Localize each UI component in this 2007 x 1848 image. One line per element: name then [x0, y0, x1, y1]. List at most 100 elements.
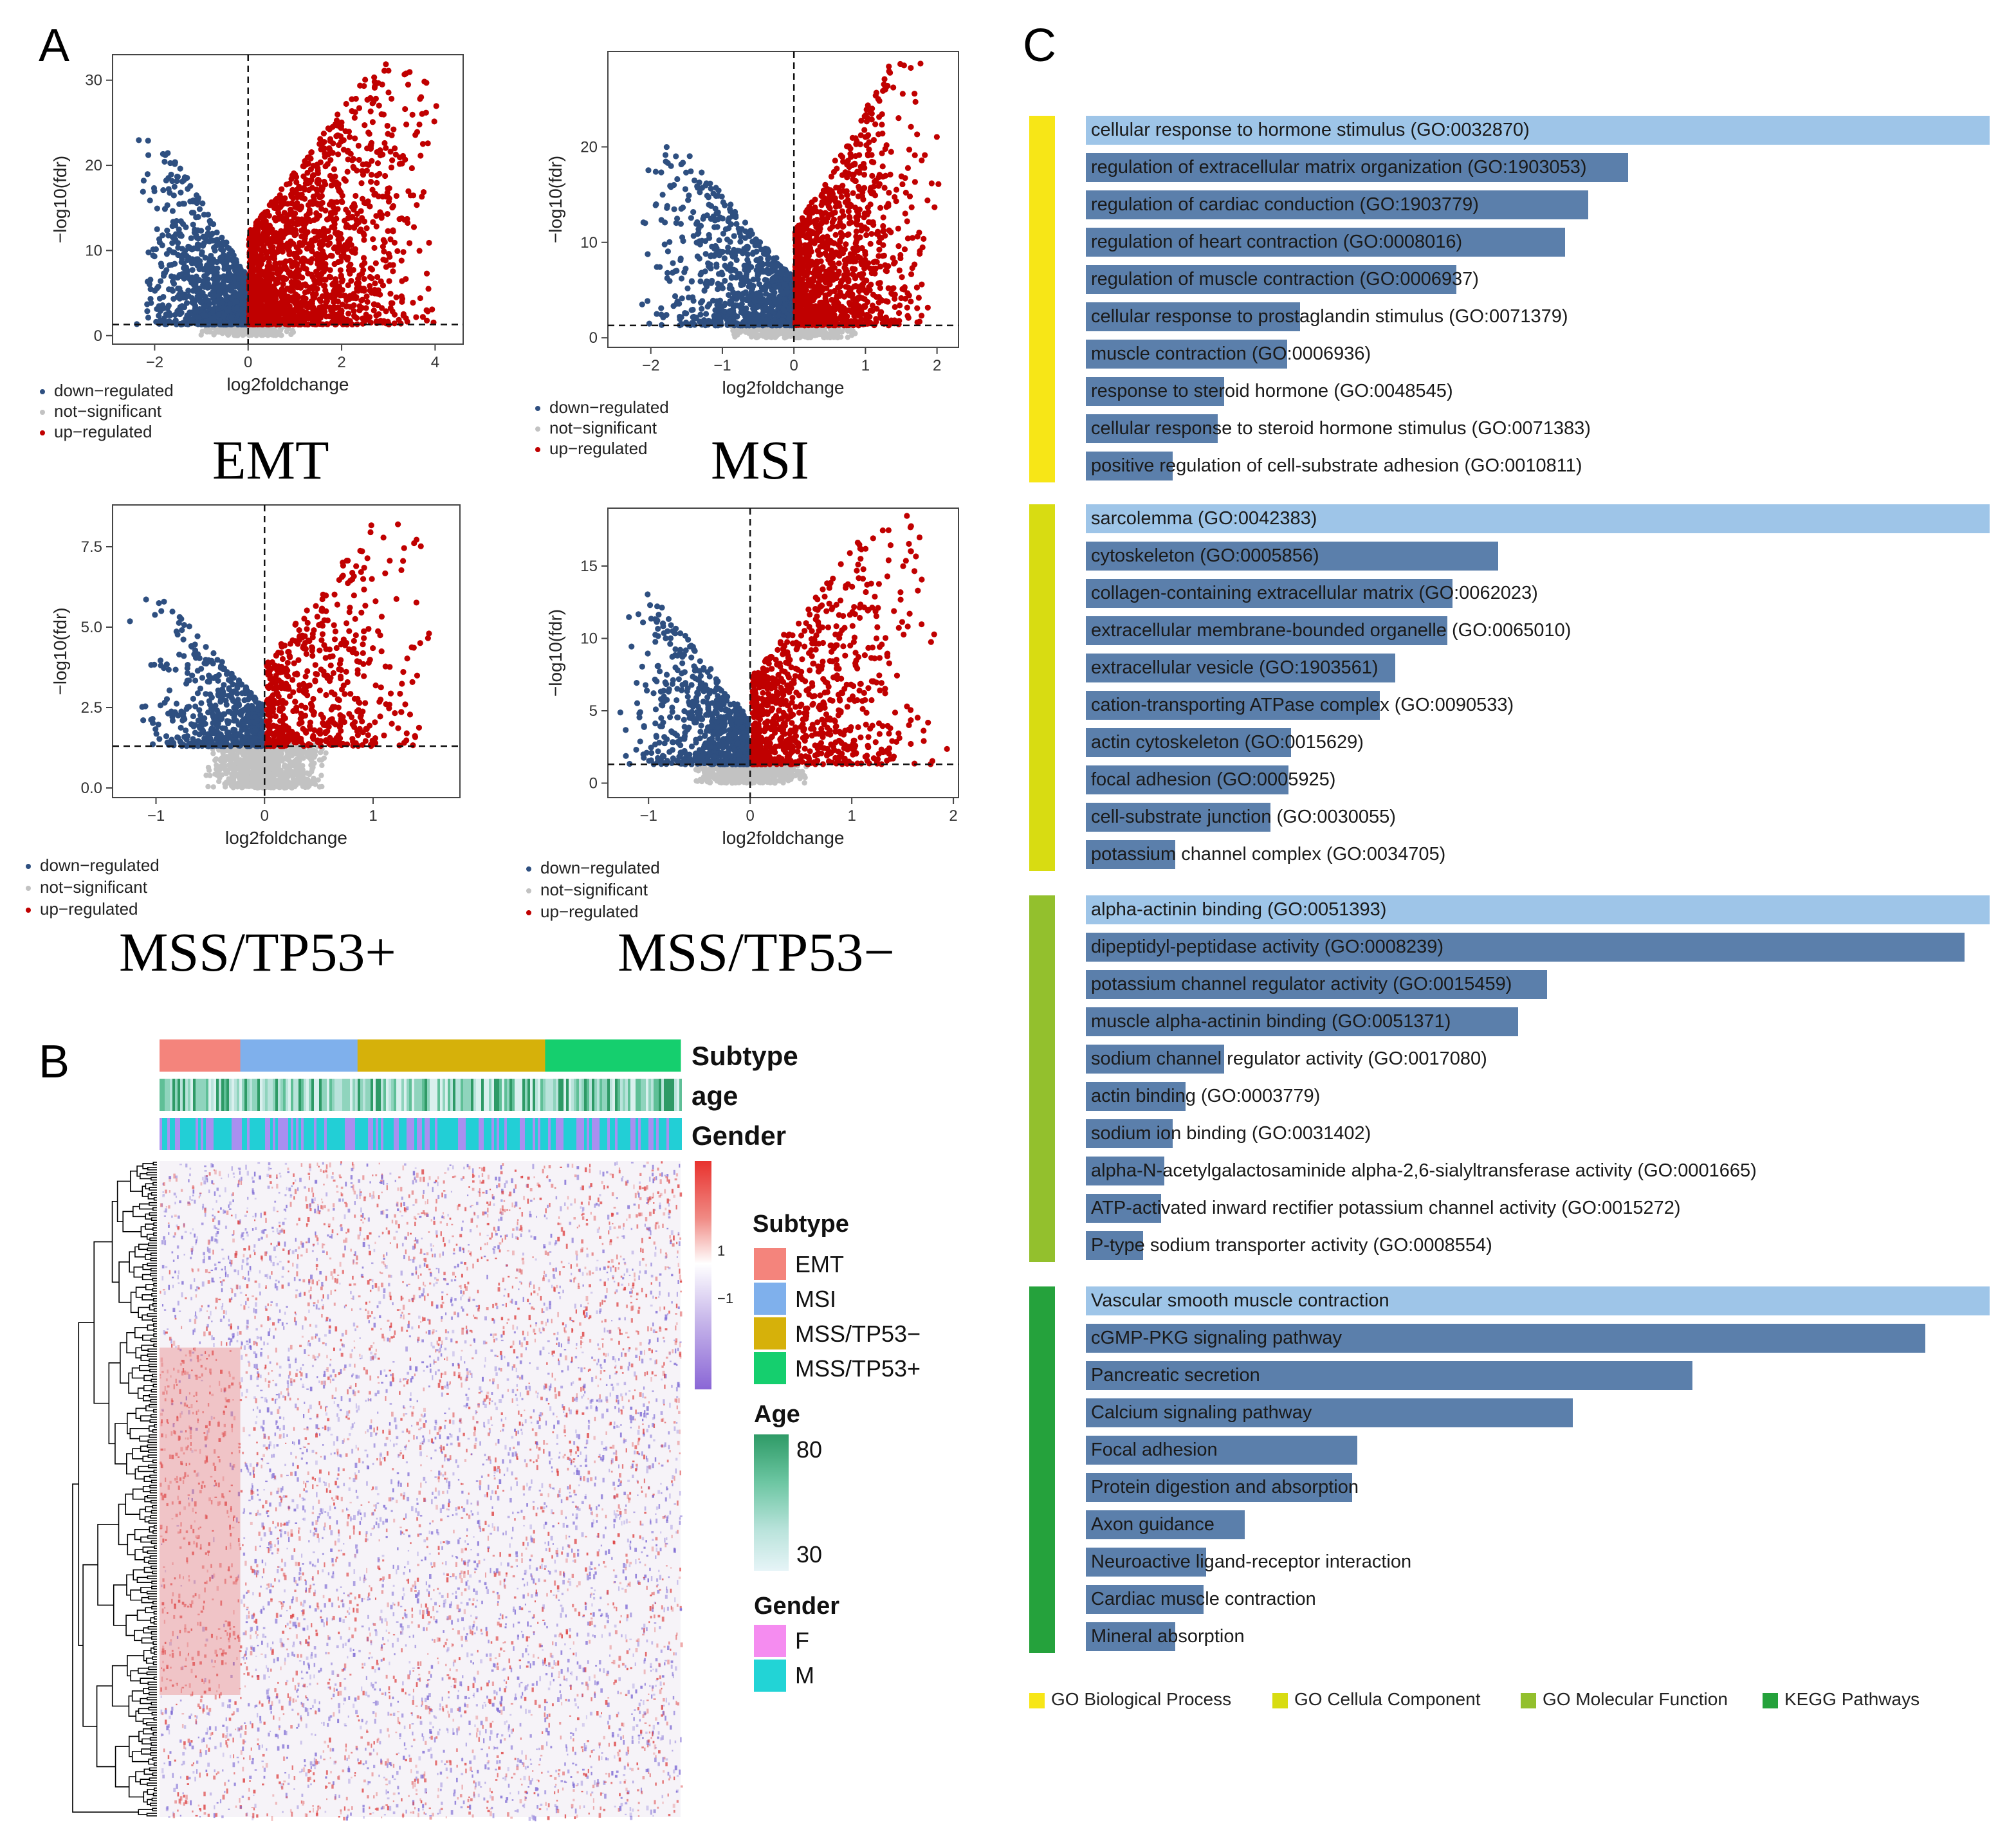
point-up-regulated [335, 181, 342, 187]
point-up-regulated [327, 267, 333, 273]
point-down-regulated [145, 315, 152, 321]
point-down-regulated [160, 187, 167, 194]
point-down-regulated [154, 205, 160, 212]
point-up-regulated [293, 174, 300, 180]
point-down-regulated [708, 279, 715, 286]
point-down-regulated [160, 151, 166, 158]
point-down-regulated [784, 271, 790, 278]
point-up-regulated [322, 304, 329, 310]
point-down-regulated [230, 320, 237, 327]
point-up-regulated [343, 206, 349, 213]
point-up-regulated [402, 156, 408, 163]
point-up-regulated [320, 237, 327, 244]
point-down-regulated [199, 200, 206, 206]
point-down-regulated [172, 222, 179, 228]
point-down-regulated [193, 214, 199, 221]
point-not-significant [755, 334, 761, 340]
point-down-regulated [750, 250, 756, 256]
point-down-regulated [776, 294, 783, 300]
point-up-regulated [310, 286, 316, 292]
point-not-significant [227, 328, 233, 334]
point-down-regulated [779, 317, 785, 324]
point-up-regulated [344, 244, 351, 250]
point-down-regulated [168, 171, 174, 178]
point-down-regulated [185, 288, 192, 294]
point-up-regulated [908, 204, 915, 210]
point-up-regulated [295, 318, 302, 325]
point-up-regulated [318, 261, 324, 268]
point-up-regulated [387, 253, 393, 260]
point-down-regulated [728, 275, 735, 281]
point-up-regulated [306, 154, 312, 161]
point-down-regulated [201, 303, 207, 309]
point-down-regulated [167, 190, 173, 196]
point-up-regulated [416, 121, 423, 128]
point-up-regulated [356, 280, 362, 286]
point-up-regulated [253, 298, 259, 304]
point-up-regulated [280, 281, 286, 288]
point-up-regulated [924, 197, 931, 204]
y-tick-label: 20 [85, 157, 102, 174]
point-up-regulated [277, 242, 283, 250]
point-up-regulated [250, 279, 257, 285]
point-up-regulated [423, 80, 430, 86]
point-up-regulated [351, 313, 358, 319]
point-up-regulated [252, 293, 259, 299]
point-up-regulated [387, 236, 394, 242]
point-up-regulated [425, 140, 431, 147]
point-down-regulated [145, 152, 152, 158]
point-up-regulated [253, 243, 259, 250]
point-up-regulated [374, 273, 381, 280]
point-up-regulated [390, 126, 397, 133]
point-up-regulated [275, 248, 281, 255]
point-up-regulated [380, 111, 387, 118]
point-down-regulated [171, 274, 178, 280]
point-up-regulated [861, 127, 868, 133]
point-up-regulated [332, 230, 338, 236]
point-up-regulated [268, 318, 275, 325]
point-down-regulated [181, 174, 188, 181]
point-up-regulated [367, 179, 374, 185]
point-not-significant [848, 333, 855, 338]
point-down-regulated [205, 264, 211, 271]
point-up-regulated [387, 149, 394, 155]
point-not-significant [243, 331, 249, 336]
point-up-regulated [362, 77, 369, 83]
point-down-regulated [216, 289, 223, 295]
point-up-regulated [850, 190, 856, 196]
point-down-regulated [726, 308, 733, 315]
point-up-regulated [276, 267, 282, 273]
point-up-regulated [318, 184, 325, 190]
point-up-regulated [364, 316, 371, 323]
point-up-regulated [325, 242, 331, 248]
point-not-significant [213, 327, 219, 333]
point-down-regulated [178, 189, 184, 196]
point-down-regulated [145, 138, 151, 144]
point-up-regulated [908, 124, 914, 130]
point-up-regulated [829, 223, 836, 230]
point-up-regulated [922, 152, 928, 158]
point-down-regulated [147, 286, 154, 293]
point-up-regulated [345, 147, 351, 154]
point-up-regulated [822, 250, 829, 257]
point-down-regulated [659, 192, 666, 198]
point-up-regulated [300, 255, 307, 262]
point-not-significant [248, 327, 254, 333]
point-not-significant [219, 330, 225, 336]
point-up-regulated [338, 279, 345, 285]
point-up-regulated [323, 291, 329, 297]
point-up-regulated [301, 237, 308, 244]
point-up-regulated [284, 302, 291, 308]
point-up-regulated [413, 314, 419, 320]
point-up-regulated [333, 133, 340, 140]
point-up-regulated [371, 84, 378, 91]
point-up-regulated [290, 195, 297, 201]
point-up-regulated [282, 195, 288, 201]
point-up-regulated [921, 235, 927, 242]
point-up-regulated [299, 274, 306, 281]
point-down-regulated [677, 313, 683, 320]
point-down-regulated [702, 311, 710, 317]
point-down-regulated [181, 265, 187, 271]
point-down-regulated [217, 246, 225, 253]
